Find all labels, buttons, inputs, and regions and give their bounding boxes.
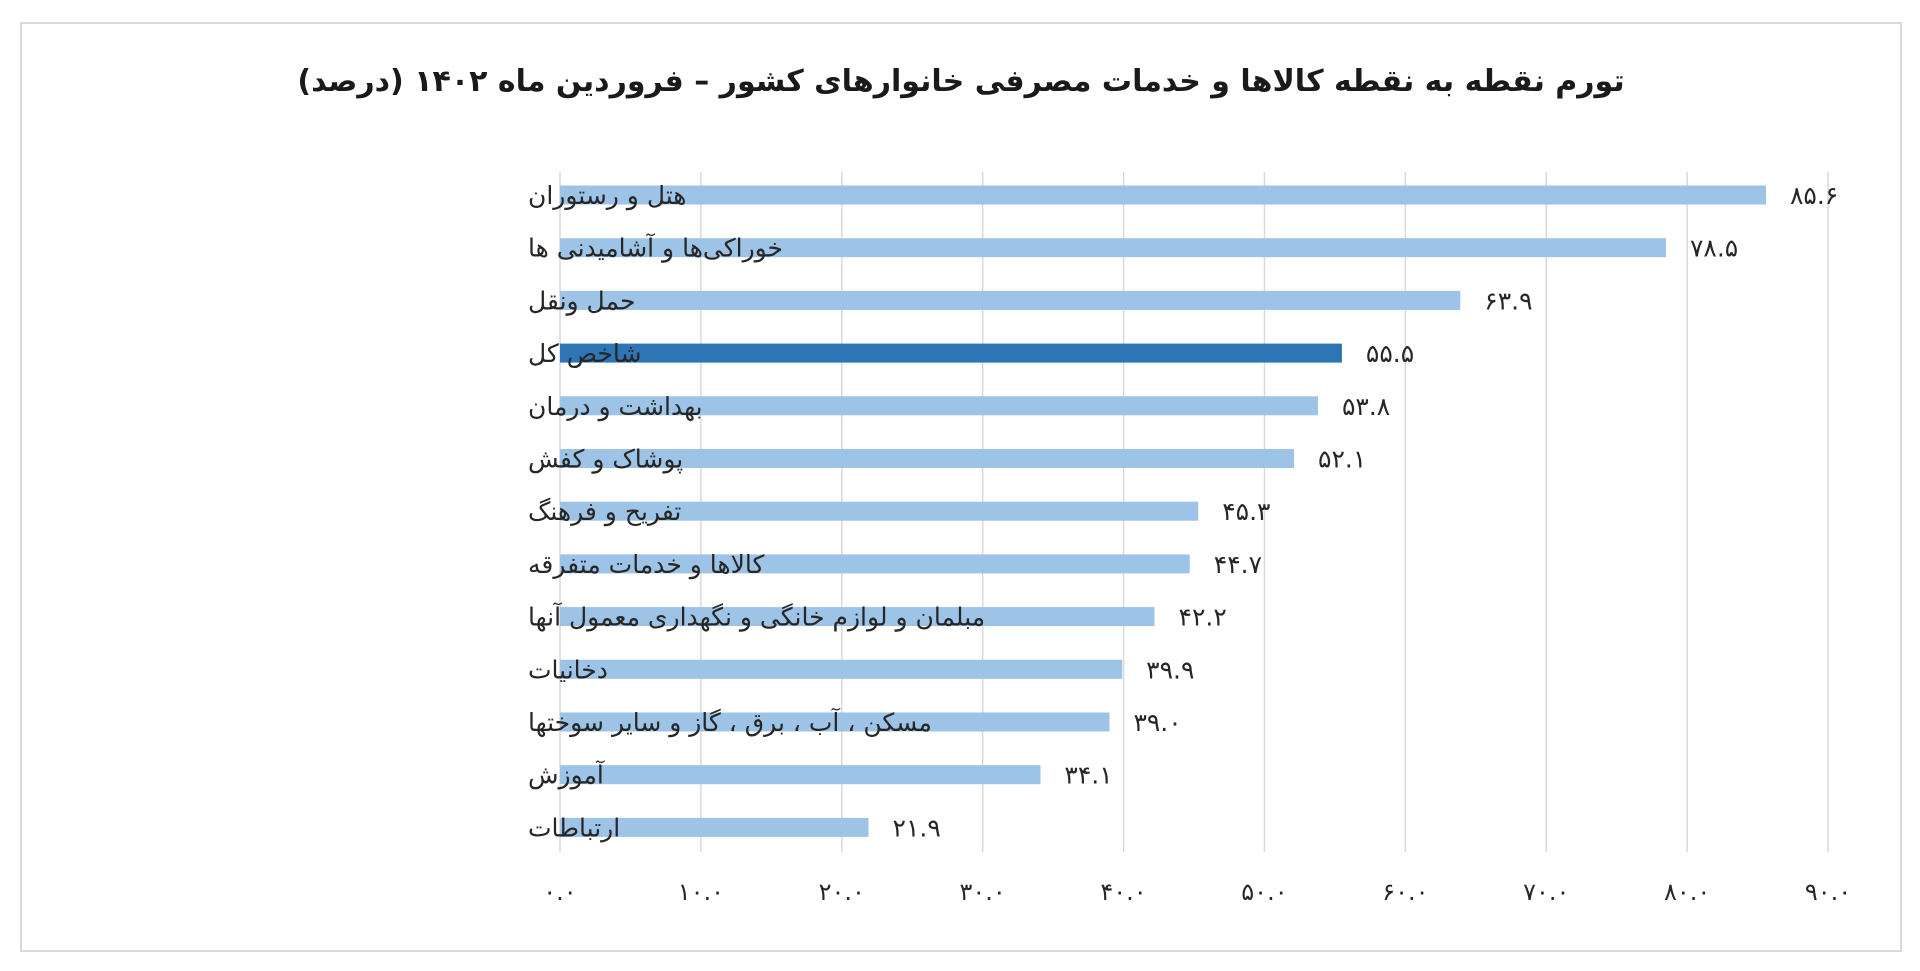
x-tick-label: ۴۰.۰ [1100, 878, 1146, 906]
chart-title: تورم نقطه به نقطه کالاها و خدمات مصرفی خ… [297, 64, 1625, 99]
category-label: شاخص کل [528, 339, 641, 368]
category-label: حمل ونقل [528, 286, 635, 316]
x-tick-label: ۱۰.۰ [678, 878, 724, 906]
category-label: تفریح و فرهنگ [528, 497, 681, 527]
x-tick-label: ۲۰.۰ [819, 878, 865, 906]
data-label: ۳۴.۱ [1064, 761, 1112, 790]
category-label: مسکن ، آب ، برق ، گاز و سایر سوختها [528, 707, 932, 738]
data-label: ۴۵.۳ [1222, 497, 1270, 526]
category-label: بهداشت و درمان [528, 392, 703, 422]
category-label: هتل و رستوران [528, 181, 686, 211]
bar [560, 765, 1041, 785]
bar-highlight [560, 343, 1342, 363]
category-label: خوراکی‌ها و آشامیدنی ها [528, 233, 783, 264]
data-label: ۸۵.۶ [1790, 181, 1838, 210]
x-tick-label: ۷۰.۰ [1523, 878, 1569, 906]
category-label: دخانیات [528, 655, 608, 684]
data-label: ۲۱.۹ [893, 813, 941, 842]
data-label: ۵۳.۸ [1342, 392, 1390, 421]
bar [560, 501, 1199, 521]
bar [560, 554, 1190, 574]
x-tick-label: ۹۰.۰ [1805, 878, 1851, 906]
chart-frame [20, 22, 1902, 952]
data-label: ۳۹.۰ [1133, 708, 1181, 737]
category-label: آموزش [528, 760, 605, 790]
category-label: ارتباطات [528, 813, 620, 842]
x-tick-label: ۳۰.۰ [960, 878, 1006, 906]
x-tick-label: ۵۰.۰ [1241, 878, 1287, 906]
x-tick-label: ۶۰.۰ [1382, 878, 1428, 906]
x-tick-label: ۰.۰ [543, 878, 576, 906]
bar [560, 712, 1110, 732]
data-label: ۵۵.۵ [1366, 339, 1414, 368]
bar [560, 290, 1461, 310]
data-label: ۶۳.۹ [1484, 286, 1532, 315]
data-label: ۴۲.۲ [1179, 603, 1227, 632]
bar [560, 607, 1155, 627]
category-label: کالاها و خدمات متفرقه [528, 550, 764, 580]
bar [560, 396, 1318, 416]
category-label: پوشاک و کفش [528, 445, 683, 475]
data-label: ۳۹.۹ [1146, 655, 1194, 684]
bar [560, 238, 1666, 258]
bar [560, 185, 1767, 205]
bar [560, 659, 1123, 679]
data-label: ۷۸.۵ [1690, 234, 1738, 263]
x-tick-label: ۸۰.۰ [1664, 878, 1710, 906]
bar [560, 449, 1295, 468]
category-label: مبلمان و لوازم خانگی و نگهداری معمول آنه… [528, 602, 985, 633]
data-label: ۴۴.۷ [1214, 550, 1262, 579]
bar [560, 817, 869, 837]
data-label: ۵۲.۱ [1318, 445, 1366, 474]
